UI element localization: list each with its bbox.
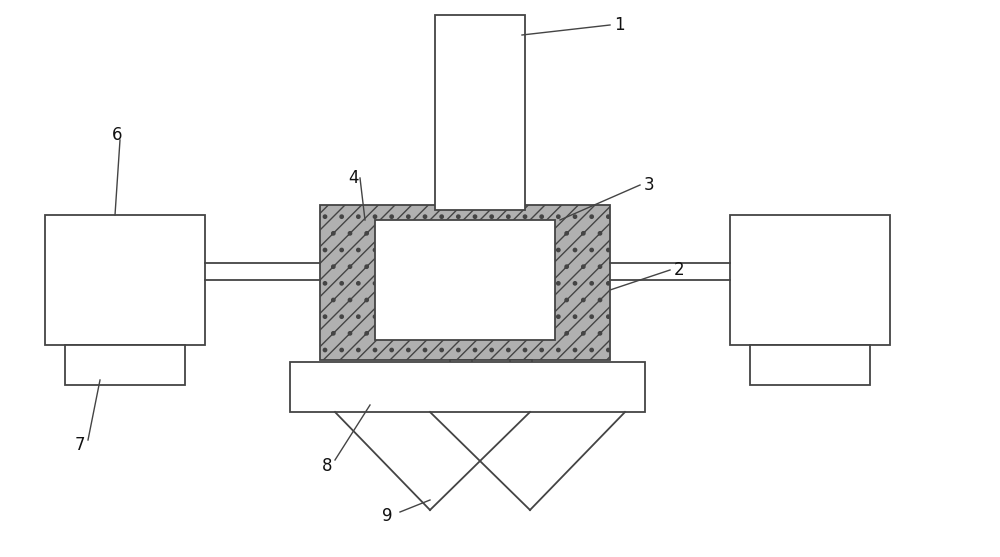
Bar (750, 345, 870, 385)
Text: 3: 3 (644, 176, 655, 194)
Bar (375, 220, 555, 340)
Bar (65, 345, 185, 385)
Text: 1: 1 (614, 16, 625, 34)
Bar (320, 205, 610, 360)
Bar (435, 15, 525, 210)
Text: 7: 7 (75, 436, 86, 454)
Bar (450, 360, 472, 385)
Bar (510, 360, 532, 385)
Bar (730, 215, 890, 345)
Bar (290, 362, 645, 412)
Text: 8: 8 (322, 457, 332, 475)
Text: 6: 6 (112, 126, 122, 144)
Bar (45, 215, 205, 345)
Text: 4: 4 (348, 169, 358, 187)
Text: 2: 2 (674, 261, 685, 279)
Text: 9: 9 (382, 507, 392, 525)
